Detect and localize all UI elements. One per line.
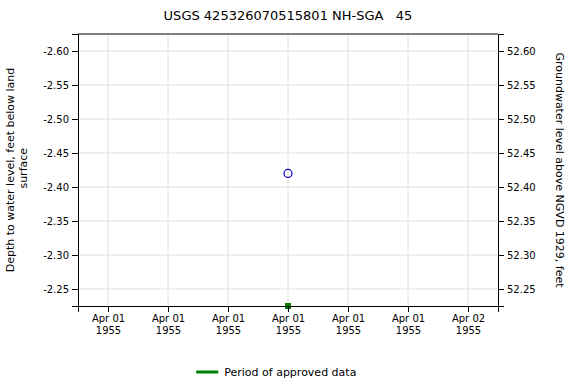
tick: -2.35 [43, 216, 78, 227]
tick-mark [348, 306, 349, 312]
tick-mark [72, 289, 78, 290]
tick: 52.40 [498, 182, 536, 193]
tick-label: 52.55 [507, 80, 536, 91]
tick-label: Apr 011955 [152, 313, 185, 336]
frame [78, 34, 498, 35]
tick: 52.60 [498, 46, 536, 57]
legend-label: Period of approved data [224, 366, 356, 379]
tick: Apr 021955 [452, 306, 485, 336]
grid-line [108, 34, 109, 306]
tick-mark [108, 306, 109, 312]
tick-mark [288, 306, 289, 312]
tick-mark [72, 153, 78, 154]
tick-label: Apr 011955 [212, 313, 245, 336]
tick-mark [72, 221, 78, 222]
grid-line [168, 34, 169, 306]
tick: 52.50 [498, 114, 536, 125]
axis-line [72, 35, 79, 307]
tick: Apr 011955 [92, 306, 125, 336]
tick-label: 52.35 [507, 216, 536, 227]
tick-label: Apr 011955 [272, 313, 305, 336]
tick-label: -2.45 [43, 148, 69, 159]
grid-line [468, 34, 469, 306]
tick-mark [72, 255, 78, 256]
legend: Period of approved data [196, 366, 356, 379]
y-axis: -2.60 -2.55 -2.50 -2.45 -2.40 -2.35 -2.30 -2.25 [43, 35, 78, 307]
tick: -2.45 [43, 148, 78, 159]
tick-label: -2.30 [43, 250, 69, 261]
grid [78, 34, 498, 306]
tick: -2.60 [43, 46, 78, 57]
grid-line [228, 34, 229, 306]
legend-item: Period of approved data [196, 366, 356, 379]
tick: Apr 011955 [332, 306, 365, 336]
tick-label: -2.35 [43, 216, 69, 227]
marks [284, 169, 292, 309]
x-axis: Apr 011955 Apr 011955 Apr 011955 Apr 011955… [79, 306, 499, 336]
axis-line [499, 35, 505, 307]
plot: -2.60 -2.55 -2.50 -2.45 -2.40 -2.35 -2.30 -2.25… [4, 34, 566, 336]
tick-mark [168, 306, 169, 312]
tick: -2.40 [43, 182, 78, 193]
tick-mark [498, 255, 504, 256]
tick-label: -2.60 [43, 46, 69, 57]
tick-mark [498, 221, 504, 222]
tick-label: 52.45 [507, 148, 536, 159]
tick: Apr 011955 [272, 306, 305, 336]
tick-label: Apr 011955 [392, 313, 425, 336]
tick: -2.50 [43, 114, 78, 125]
tick-label: Apr 021955 [452, 313, 485, 336]
tick-label: 52.60 [507, 46, 536, 57]
tick: 52.25 [498, 284, 536, 295]
tick-mark [498, 51, 504, 52]
tick-label: 52.50 [507, 114, 536, 125]
tick-mark [498, 119, 504, 120]
tick: Apr 011955 [212, 306, 245, 336]
tick-label: -2.55 [43, 80, 69, 91]
tick-label: 52.30 [507, 250, 536, 261]
legend-swatch [196, 371, 218, 374]
tick-mark [72, 51, 78, 52]
y-axis-title: Depth to water level, feet below land su… [4, 68, 30, 273]
tick: 52.35 [498, 216, 536, 227]
tick-mark [498, 289, 504, 290]
tick-mark [408, 306, 409, 312]
tick-label: -2.50 [43, 114, 69, 125]
tick-mark [228, 306, 229, 312]
tick-mark [72, 119, 78, 120]
tick: -2.25 [43, 284, 78, 295]
tick: -2.30 [43, 250, 78, 261]
tick-mark [72, 85, 78, 86]
axis-line [79, 307, 499, 313]
tick-mark [498, 85, 504, 86]
point [284, 169, 292, 177]
tick-label: -2.40 [43, 182, 69, 193]
tick: Apr 011955 [152, 306, 185, 336]
tick: Apr 011955 [392, 306, 425, 336]
tick: 52.45 [498, 148, 536, 159]
chart: -2.60 -2.55 -2.50 -2.45 -2.40 -2.35 -2.30 -2.25… [0, 0, 576, 384]
tick-label: -2.25 [43, 284, 69, 295]
grid-line [408, 34, 409, 306]
tick-mark [498, 187, 504, 188]
tick-mark [72, 187, 78, 188]
tick-mark [468, 306, 469, 312]
tick-label: 52.25 [507, 284, 536, 295]
tick: 52.30 [498, 250, 536, 261]
tick: 52.55 [498, 80, 536, 91]
y2-axis-title: Groundwater level above NGVD 1929, feet [553, 52, 566, 288]
tick: -2.55 [43, 80, 78, 91]
y2-axis: 52.60 52.55 52.50 52.45 52.40 52.35 52.30 52.25 [498, 35, 536, 307]
grid-line [348, 34, 349, 306]
tick-label: Apr 011955 [332, 313, 365, 336]
tick-mark [498, 153, 504, 154]
tick-label: 52.40 [507, 182, 536, 193]
tick-label: Apr 011955 [92, 313, 125, 336]
title: USGS 425326070515801 NH-SGA 45 [164, 8, 413, 23]
